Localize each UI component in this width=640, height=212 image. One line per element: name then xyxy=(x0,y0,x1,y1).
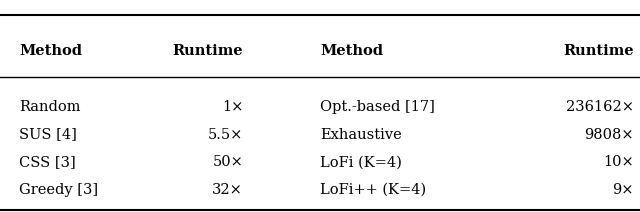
Text: Runtime: Runtime xyxy=(173,44,243,58)
Text: 10×: 10× xyxy=(603,155,634,169)
Text: LoFi (K=4): LoFi (K=4) xyxy=(320,155,402,169)
Text: 50×: 50× xyxy=(212,155,243,169)
Text: Method: Method xyxy=(320,44,383,58)
Text: Runtime: Runtime xyxy=(563,44,634,58)
Text: Exhaustive: Exhaustive xyxy=(320,128,402,142)
Text: CSS [3]: CSS [3] xyxy=(19,155,76,169)
Text: Greedy [3]: Greedy [3] xyxy=(19,183,99,197)
Text: 9×: 9× xyxy=(612,183,634,197)
Text: 32×: 32× xyxy=(212,183,243,197)
Text: Opt.-based [17]: Opt.-based [17] xyxy=(320,100,435,114)
Text: Method: Method xyxy=(19,44,82,58)
Text: 9808×: 9808× xyxy=(584,128,634,142)
Text: 1×: 1× xyxy=(222,100,243,114)
Text: 236162×: 236162× xyxy=(566,100,634,114)
Text: LoFi++ (K=4): LoFi++ (K=4) xyxy=(320,183,426,197)
Text: Random: Random xyxy=(19,100,81,114)
Text: 5.5×: 5.5× xyxy=(208,128,243,142)
Text: SUS [4]: SUS [4] xyxy=(19,128,77,142)
